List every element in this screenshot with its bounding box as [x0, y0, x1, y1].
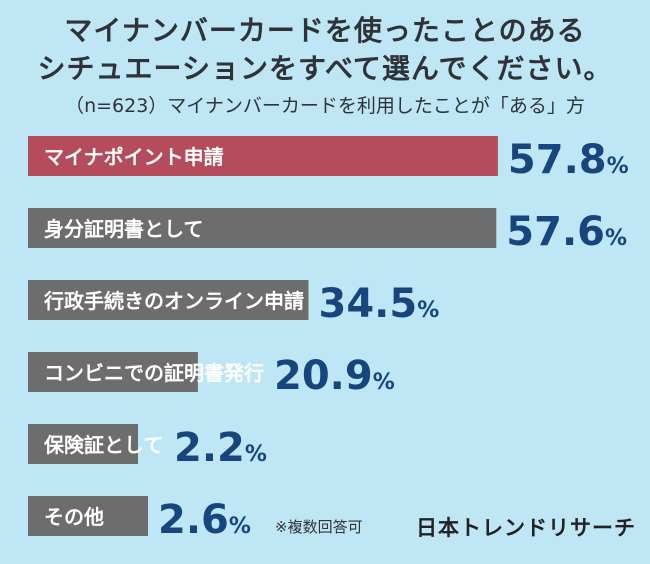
bar-4 [28, 424, 138, 464]
bar-3 [28, 352, 198, 392]
value-label-5: 2.6% [158, 497, 251, 543]
bar-2 [28, 280, 309, 320]
bar-label-0: マイナポイント申請 [44, 145, 224, 169]
value-label-2: 34.5% [318, 281, 439, 327]
value-label-4: 2.2% [174, 425, 267, 471]
value-label-0: 57.8% [508, 137, 629, 183]
bar-label-4: 保険証として [43, 433, 163, 457]
footnote: ※複数回答可 [275, 518, 363, 536]
bar-label-2: 行政手続きのオンライン申請 [43, 289, 304, 313]
chart-title-line1: マイナンバーカードを使ったことのある [64, 14, 586, 47]
brand-logo-text: 日本トレンドリサーチ [416, 516, 636, 540]
bar-5 [28, 496, 148, 536]
bar-label-1: 身分証明書として [44, 217, 203, 241]
chart-title-line2: シチュエーションをすべて選んでください。 [37, 52, 613, 85]
bar-1 [28, 208, 497, 248]
value-label-1: 57.6% [506, 209, 627, 255]
bar-0 [28, 136, 498, 176]
value-label-3: 20.9% [274, 353, 395, 399]
bar-label-5: その他 [44, 505, 104, 529]
bar-label-3: コンビニでの証明書発行 [44, 361, 264, 385]
chart-subtitle: （n=623）マイナンバーカードを利用したことが「ある」方 [65, 95, 585, 117]
